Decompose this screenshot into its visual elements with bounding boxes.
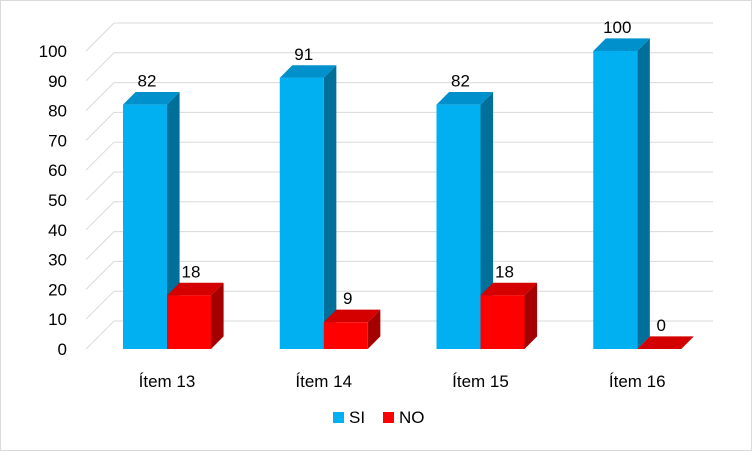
y-tick-label: 40 — [48, 221, 67, 240]
bar-front — [436, 104, 481, 349]
bar-top — [279, 65, 337, 78]
bar-top — [436, 92, 494, 105]
bar-top — [637, 336, 694, 349]
legend-label-no: NO — [399, 408, 425, 427]
bar-no-2 — [323, 309, 381, 349]
bar-front — [480, 295, 525, 349]
data-label: 82 — [138, 72, 157, 91]
legend-swatch-si — [333, 412, 344, 423]
y-tick-label: 50 — [48, 191, 67, 210]
gridline — [85, 201, 713, 231]
x-tick-label: Ítem 16 — [609, 372, 666, 391]
y-tick-label: 10 — [48, 310, 67, 329]
data-label: 100 — [603, 18, 631, 37]
data-label: 91 — [294, 45, 313, 64]
bar-top — [323, 309, 381, 323]
x-tick-label: Ítem 15 — [452, 372, 509, 391]
legend-label-si: SI — [349, 408, 365, 427]
x-tick-label: Ítem 14 — [295, 372, 352, 391]
bar-no-3 — [480, 282, 538, 349]
bar-side — [480, 92, 494, 349]
data-label: 18 — [182, 262, 201, 281]
bar-si-2 — [279, 65, 337, 349]
y-tick-label: 0 — [58, 340, 67, 359]
gridline — [85, 141, 713, 171]
data-label: 82 — [451, 72, 470, 91]
bar-side — [367, 309, 381, 349]
y-tick-label: 80 — [48, 102, 67, 121]
y-tick-label: 30 — [48, 251, 67, 270]
gridline — [85, 260, 713, 290]
data-label: 9 — [343, 289, 352, 308]
bar-side — [167, 92, 180, 349]
bars — [123, 38, 694, 350]
gridline — [85, 52, 713, 82]
bar-front — [167, 295, 211, 349]
bar-top — [167, 282, 224, 296]
bar-si-4 — [593, 38, 650, 350]
y-tick-label: 70 — [48, 131, 67, 150]
bar-top — [123, 92, 180, 105]
gridlines — [85, 22, 713, 350]
bar-si-1 — [123, 92, 180, 349]
legend-swatch-no — [383, 412, 394, 423]
bar-no-4 — [637, 336, 694, 349]
bar-top — [593, 38, 650, 51]
gridline — [85, 82, 713, 111]
y-tick-label: 20 — [48, 280, 67, 299]
bar-front — [123, 104, 167, 349]
y-axis-ticks: 0 10 20 30 40 50 60 70 80 90 100 — [39, 42, 67, 359]
bar-side — [637, 38, 650, 350]
gridline — [85, 231, 713, 260]
bar-si-3 — [436, 92, 494, 349]
bar-no-1 — [167, 282, 224, 349]
legend: SI NO — [333, 408, 425, 427]
y-tick-label: 90 — [48, 72, 67, 91]
bar-top — [480, 282, 538, 296]
bar-side — [323, 65, 337, 349]
gridline — [85, 111, 713, 141]
bar-front — [593, 51, 638, 349]
data-label: 0 — [657, 316, 666, 335]
data-labels: 82 18 91 9 82 18 100 0 — [138, 18, 666, 335]
gridline — [85, 171, 713, 201]
bar-front — [279, 77, 324, 349]
x-tick-label: Ítem 13 — [139, 372, 196, 391]
x-axis-ticks: Ítem 13 Ítem 14 Ítem 15 Ítem 16 — [139, 372, 666, 391]
bar-side — [211, 282, 224, 349]
y-tick-label: 100 — [39, 42, 67, 61]
bar-side — [524, 282, 538, 349]
gridline — [85, 22, 713, 52]
data-label: 18 — [495, 262, 514, 281]
bar-front — [323, 322, 368, 349]
y-tick-label: 60 — [48, 161, 67, 180]
